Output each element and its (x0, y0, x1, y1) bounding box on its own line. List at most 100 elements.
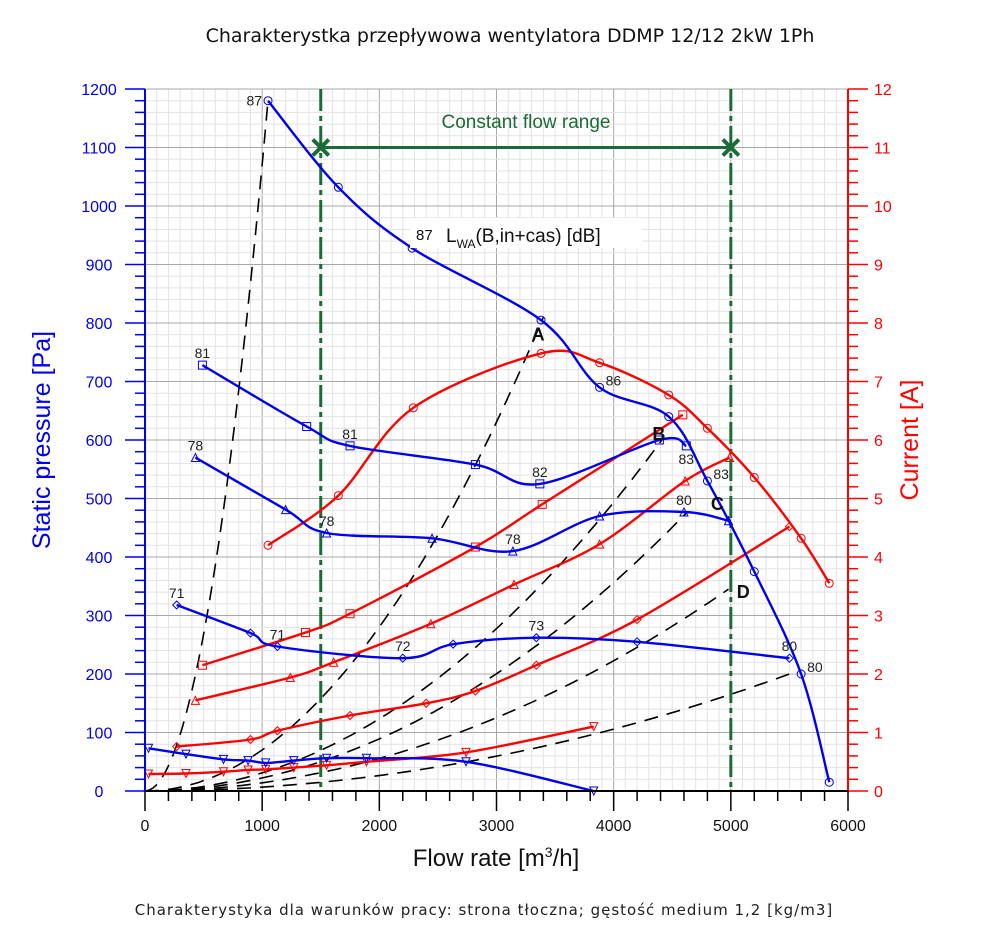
noise-level-label: 81 (342, 426, 358, 442)
data-point-triangle-down (361, 753, 372, 764)
data-point-circle (408, 403, 418, 413)
data-point-circle (749, 472, 759, 482)
data-point-circle (333, 491, 343, 501)
x-tick-label: 1000 (244, 818, 280, 835)
data-point-triangle (679, 506, 689, 517)
data-point-diamond (245, 734, 256, 745)
noise-label-main: L (446, 226, 457, 247)
data-point-diamond (531, 633, 542, 643)
noise-level-label: 73 (529, 618, 545, 634)
data-point-triangle (680, 475, 690, 486)
data-point-diamond (171, 741, 182, 752)
data-point-circle (664, 412, 674, 422)
data-point-diamond (470, 686, 481, 696)
data-point-triangle (723, 515, 734, 526)
data-point-square (654, 435, 664, 445)
y2-tick-label: 8 (874, 316, 883, 333)
data-point-diamond (448, 639, 458, 649)
current-line-current-3 (195, 456, 731, 702)
noise-level-label: 87 (246, 93, 262, 109)
data-point-triangle-down (588, 722, 599, 732)
y2-axis-label: Current [A] (896, 380, 924, 501)
current-line-current-4 (176, 525, 791, 748)
data-point-diamond (632, 614, 642, 625)
pressure-line-curve-1 (267, 99, 831, 783)
chart-title: Charakterystka przepływowa wentylatora D… (206, 25, 815, 47)
data-point-triangle-down (181, 749, 191, 760)
noise-level-label: 83 (679, 451, 695, 467)
data-point-diamond (784, 521, 795, 532)
chart-footnote: Charakterystyka dla warunków pracy: stro… (135, 901, 833, 919)
data-point-square (681, 441, 691, 451)
pressure-line-curve-4 (176, 603, 790, 660)
y2-tick-label: 4 (874, 550, 883, 567)
y-tick-label: 0 (95, 784, 104, 801)
y-tick-label: 400 (86, 550, 113, 567)
data-point-circle (536, 348, 546, 358)
noise-level-label: 82 (532, 464, 548, 480)
y2-tick-label: 7 (874, 375, 883, 392)
y2-tick-label: 1 (874, 726, 883, 743)
system-curve (144, 512, 687, 792)
data-point-circle (796, 533, 806, 543)
y-tick-label: 600 (86, 433, 113, 450)
noise-level-label: 86 (606, 372, 622, 388)
data-point-triangle (427, 533, 437, 543)
data-point-square (197, 360, 207, 370)
y2-tick-label: 9 (874, 258, 883, 275)
data-point-square (537, 499, 547, 509)
operating-point-label: D (737, 582, 750, 602)
data-point-triangle-down (461, 747, 471, 758)
data-point-triangle (594, 510, 605, 521)
system-curve (144, 588, 729, 792)
noise-level-label: 78 (505, 531, 521, 547)
x-axis-label-sup: 3 (545, 844, 553, 860)
current-line-current-2 (202, 413, 684, 667)
y-tick-label: 200 (86, 667, 113, 684)
data-point-diamond (784, 653, 795, 663)
data-point-circle (824, 777, 834, 787)
system-curve (144, 316, 545, 792)
data-point-diamond (345, 710, 355, 721)
data-point-circle (824, 578, 834, 588)
data-point-diamond (272, 641, 283, 652)
noise-level-label: 78 (188, 438, 204, 454)
data-point-circle (702, 423, 712, 433)
data-point-diamond (531, 660, 542, 670)
y-tick-label: 700 (86, 375, 113, 392)
data-point-circle (595, 382, 605, 392)
grid (144, 88, 849, 792)
data-point-triangle (508, 546, 518, 556)
data-point-triangle-down (243, 765, 253, 776)
x-tick-label: 6000 (830, 818, 866, 835)
data-point-square (345, 441, 355, 451)
data-point-triangle (594, 539, 605, 549)
data-point-diamond (245, 628, 256, 638)
noise-level-label: 80 (807, 659, 823, 675)
operating-point-label: C (711, 494, 724, 514)
y2-tick-label: 2 (874, 667, 883, 684)
data-point-square (301, 627, 311, 637)
data-point-triangle (280, 504, 291, 515)
y2-tick-label: 11 (874, 141, 891, 158)
y-tick-label: 500 (86, 492, 113, 509)
data-point-square (302, 422, 312, 432)
data-point-triangle (328, 657, 339, 667)
data-point-triangle-down (218, 754, 229, 765)
y-tick-label: 300 (86, 609, 113, 626)
data-point-triangle-down (181, 768, 191, 779)
y-tick-label: 800 (86, 316, 113, 333)
noise-level-label: 78 (319, 513, 335, 529)
data-point-circle (796, 669, 806, 679)
y-tick-label: 1100 (82, 141, 117, 158)
y-tick-label: 1000 (81, 199, 117, 216)
data-point-circle (263, 540, 273, 550)
data-point-diamond (421, 698, 431, 708)
data-point-triangle-down (288, 756, 299, 766)
system-curve (144, 436, 665, 792)
data-point-triangle (509, 579, 519, 589)
y2-tick-label: 12 (874, 82, 892, 99)
data-point-triangle (285, 672, 296, 683)
